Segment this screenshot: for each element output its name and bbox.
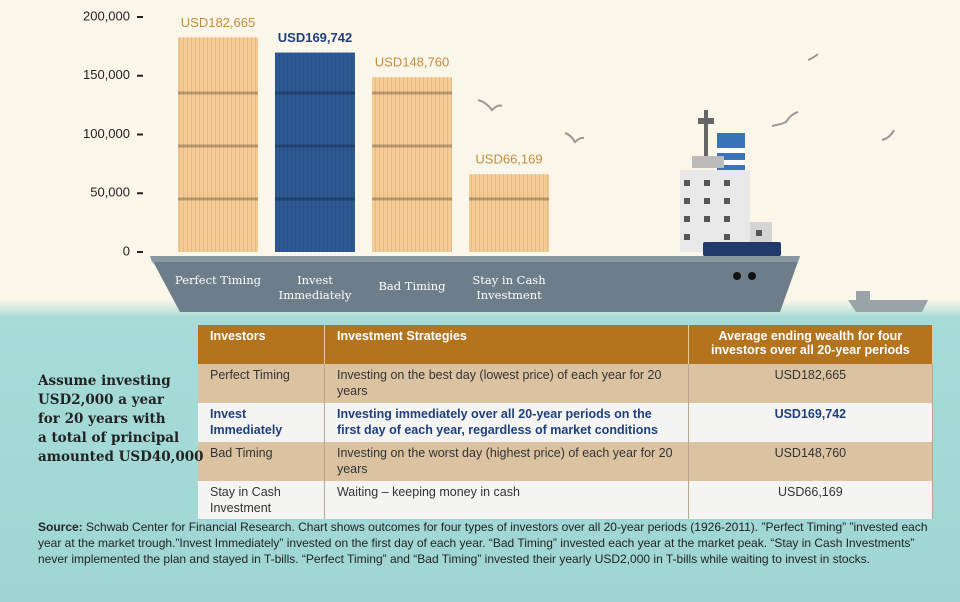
bar-ribs	[275, 52, 355, 253]
table-cell: USD148,760	[688, 442, 934, 481]
table-row: Bad Timing Investing on the worst day (hi…	[198, 442, 934, 481]
table-cell: Waiting – keeping money in cash	[324, 481, 689, 519]
table-row: Perfect Timing Investing on the best day …	[198, 364, 934, 403]
table-cell: USD66,169	[688, 481, 934, 519]
table-cell: Investing on the best day (lowest price)…	[324, 364, 689, 403]
header-cell: Investment Strategies	[324, 325, 689, 364]
bar-ribs	[469, 174, 549, 252]
note: Assume investing USD2,000 a year for 20 ye…	[38, 372, 204, 467]
bar-ribs	[178, 37, 258, 253]
distant-ship	[848, 291, 928, 312]
note-line: amounted USD40,000	[38, 449, 204, 465]
note-line: USD2,000 a year	[38, 392, 164, 408]
x-tick-label: Invest Immediately	[278, 273, 352, 302]
table-cell: Bad Timing	[198, 442, 325, 481]
bar-ribs	[372, 77, 452, 252]
y-tick-label: 150,000	[83, 67, 130, 82]
table-row: Invest Immediately Investing immediately …	[198, 403, 934, 442]
source-text: Schwab Center for Financial Research. Ch…	[38, 520, 928, 566]
note-line: a total of principal	[38, 430, 180, 446]
x-tick-label: Perfect Timing	[175, 273, 262, 287]
note-line: Assume investing	[38, 373, 171, 389]
table-cell: Invest Immediately	[198, 403, 325, 442]
header-cell: Investors	[198, 325, 325, 364]
table-cell: Perfect Timing	[198, 364, 325, 403]
source: Source: Schwab Center for Financial Rese…	[38, 519, 928, 567]
note-line: for 20 years with	[38, 411, 166, 427]
value-label: USD182,665	[181, 15, 255, 30]
x-tick-label: Bad Timing	[378, 279, 446, 293]
source-label: Source:	[38, 520, 83, 534]
header-cell: Average ending wealth for four investors…	[688, 325, 934, 364]
value-label: USD148,760	[375, 55, 449, 70]
header-row: Investors Investment Strategies Average en…	[198, 325, 934, 364]
y-tick-label: 50,000	[90, 185, 130, 200]
x-tick-label: Stay in Cash Investment	[472, 273, 546, 302]
table-cell: USD169,742	[688, 403, 934, 442]
birds	[477, 53, 895, 144]
table-cell: Investing on the worst day (highest pric…	[324, 442, 689, 481]
table-cell: USD182,665	[688, 364, 934, 403]
y-tick-label: 200,000	[83, 8, 130, 23]
table-cell: Investing immediately over all 20-year p…	[324, 403, 689, 442]
value-label: USD169,742	[278, 30, 352, 45]
table-row: Stay in Cash Investment Waiting – keeping…	[198, 481, 934, 519]
y-tick-label: 0	[123, 243, 130, 258]
value-label: USD66,169	[475, 152, 542, 167]
y-tick-label: 100,000	[83, 126, 130, 141]
table-cell: Stay in Cash Investment	[198, 481, 325, 519]
ship	[150, 110, 800, 312]
strategy-table: Investors Investment Strategies Average en…	[198, 325, 934, 519]
